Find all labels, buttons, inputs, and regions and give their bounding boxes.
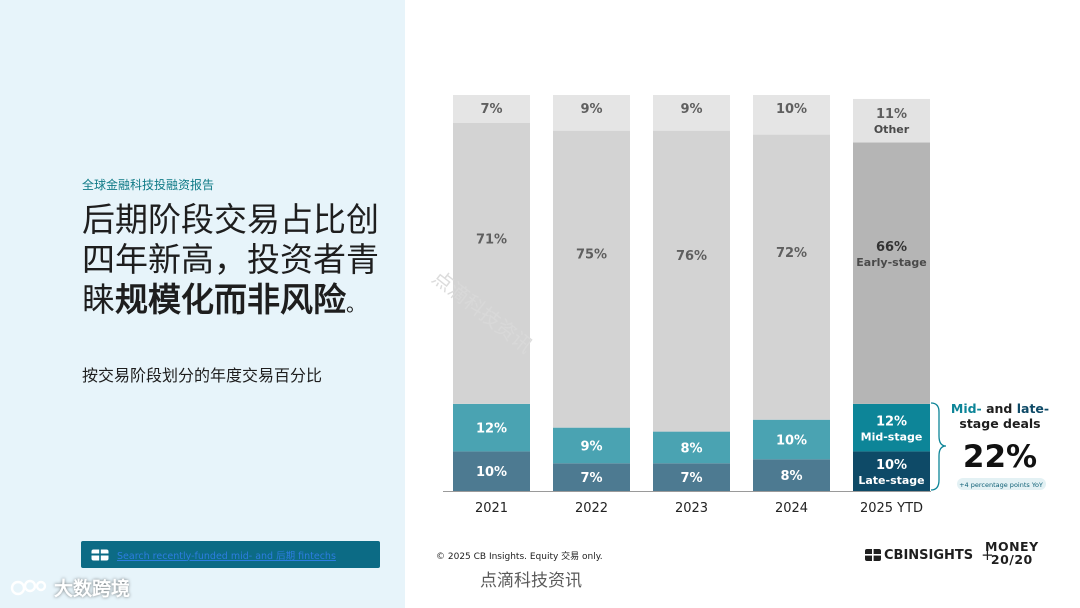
copyright: © 2025 CB Insights. Equity 交易 only. — [436, 552, 603, 562]
cb-insights-logo: CBINSIGHTS + — [865, 546, 1000, 564]
data-label-early-stage-2023: 76% — [676, 249, 707, 264]
x-tick-label-2024: 2024 — [775, 501, 808, 516]
headline: 后期阶段交易占比创四年新高，投资者青睐规模化而非风险。 — [82, 200, 382, 324]
bar-other-2024 — [753, 95, 830, 135]
bar-mid-stage-2022 — [553, 427, 630, 464]
x-tick-label-2023: 2023 — [675, 501, 708, 516]
bar-other-2022 — [553, 95, 630, 131]
brand-name: 大数跨境 — [54, 578, 131, 600]
data-label-mid-stage-2022: 9% — [580, 439, 602, 454]
callout-title-c: late- — [1017, 401, 1049, 416]
bar-late-stage-2025-ytd — [853, 451, 930, 491]
callout-note: +4 percentage points YoY — [959, 481, 1043, 489]
bar-other-2021 — [453, 95, 530, 123]
data-label-late-stage-2022: 7% — [580, 471, 602, 486]
money2020-logo: MONEY 20/20 — [985, 540, 1039, 566]
data-label-late-stage-2024: 8% — [780, 469, 802, 484]
segment-name-late-stage: Late-stage — [858, 474, 924, 487]
search-fintechs-button[interactable]: Search recently-funded mid- and 后期 finte… — [81, 541, 380, 568]
callout-value: 22% — [963, 439, 1037, 475]
bar-late-stage-2024 — [753, 459, 830, 491]
callout-group: Mid- and late- stage deals 22% +4 percen… — [951, 401, 1049, 490]
bar-other-2023 — [653, 95, 730, 131]
bar-mid-stage-2023 — [653, 431, 730, 464]
data-label-other-2023: 9% — [680, 102, 702, 117]
headline-end: 。 — [346, 292, 366, 316]
callout-note-pill — [957, 478, 1046, 490]
data-label-late-stage-2025-ytd: 10% — [876, 458, 907, 473]
x-tick-label-2021: 2021 — [475, 501, 508, 516]
data-label-other-2022: 9% — [580, 102, 602, 117]
subtitle: 按交易阶段划分的年度交易百分比 — [82, 366, 323, 385]
bar-mid-stage-2021 — [453, 403, 530, 452]
bar-early-stage-2025-ytd — [853, 142, 930, 404]
callout-title-a: Mid- — [951, 401, 982, 416]
bar-early-stage-2021 — [453, 122, 530, 404]
watermark-text: 点滴科技资讯 — [480, 571, 582, 591]
data-label-mid-stage-2023: 8% — [680, 441, 702, 456]
bar-late-stage-2021 — [453, 451, 530, 491]
headline-bold: 规模化而非风险 — [115, 280, 346, 319]
bar-late-stage-2023 — [653, 463, 730, 491]
data-label-early-stage-2021: 71% — [476, 233, 507, 248]
report-tag: 全球金融科技投融资报告 — [82, 178, 215, 192]
data-label-mid-stage-2021: 12% — [476, 422, 507, 437]
callout-title-line1: Mid- and late- — [951, 401, 1049, 416]
brand-watermark: 大数跨境 — [10, 574, 130, 601]
brand-logo-icon — [10, 579, 47, 595]
bar-other-2025-ytd — [853, 98, 930, 143]
data-label-other-2024: 10% — [776, 102, 807, 117]
headline-normal: 后期阶段交易占比创四年新高，投资者青睐 — [82, 200, 379, 319]
segment-name-other: Other — [874, 123, 910, 136]
data-label-late-stage-2023: 7% — [680, 471, 702, 486]
segment-name-mid-stage: Mid-stage — [861, 431, 923, 444]
left-panel — [0, 0, 405, 608]
data-label-mid-stage-2025-ytd: 12% — [876, 415, 907, 430]
data-label-other-2025-ytd: 11% — [876, 107, 907, 122]
data-label-late-stage-2021: 10% — [476, 465, 507, 480]
bar-mid-stage-2024 — [753, 419, 830, 460]
bar-late-stage-2022 — [553, 463, 630, 491]
callout-bracket — [930, 402, 947, 491]
callout-title-b: and — [982, 401, 1017, 416]
bar-early-stage-2023 — [653, 130, 730, 432]
data-label-early-stage-2025-ytd: 66% — [876, 240, 907, 255]
bar-early-stage-2024 — [753, 134, 830, 420]
x-tick-label-2022: 2022 — [575, 501, 608, 516]
cb-insights-wordmark: CBINSIGHTS — [884, 547, 974, 563]
credit-card-icon — [91, 548, 109, 561]
money2020-line2: 20/20 — [990, 552, 1033, 567]
bar-early-stage-2022 — [553, 130, 630, 428]
data-label-early-stage-2024: 72% — [776, 246, 807, 261]
logo-plus: + — [981, 546, 994, 564]
callout-title-line2: stage deals — [959, 416, 1040, 431]
x-tick-label-2025-ytd: 2025 YTD — [860, 501, 923, 516]
search-fintechs-link[interactable]: Search recently-funded mid- and 后期 finte… — [117, 550, 336, 562]
x-tick-group: 2021 2022 2023 2024 2025 YTD — [475, 501, 923, 516]
money2020-line1: MONEY — [985, 539, 1039, 554]
data-label-mid-stage-2024: 10% — [776, 434, 807, 449]
stacked-bar-chart: 10% 12% 71% 7% 7% 9% 75% 9% 7% 8% 76% 9% 8% 10% 72% 10%… — [443, 95, 1049, 516]
bar-mid-stage-2025-ytd — [853, 403, 930, 452]
segment-name-early-stage: Early-stage — [856, 256, 926, 269]
bar-group: 10% 12% 71% 7% 7% 9% 75% 9% 7% 8% 76% 9% 8% 10% 72% 10%… — [453, 95, 930, 491]
data-label-early-stage-2022: 75% — [576, 247, 607, 262]
data-label-other-2021: 7% — [480, 102, 502, 117]
cb-insights-mark-icon — [865, 549, 881, 561]
